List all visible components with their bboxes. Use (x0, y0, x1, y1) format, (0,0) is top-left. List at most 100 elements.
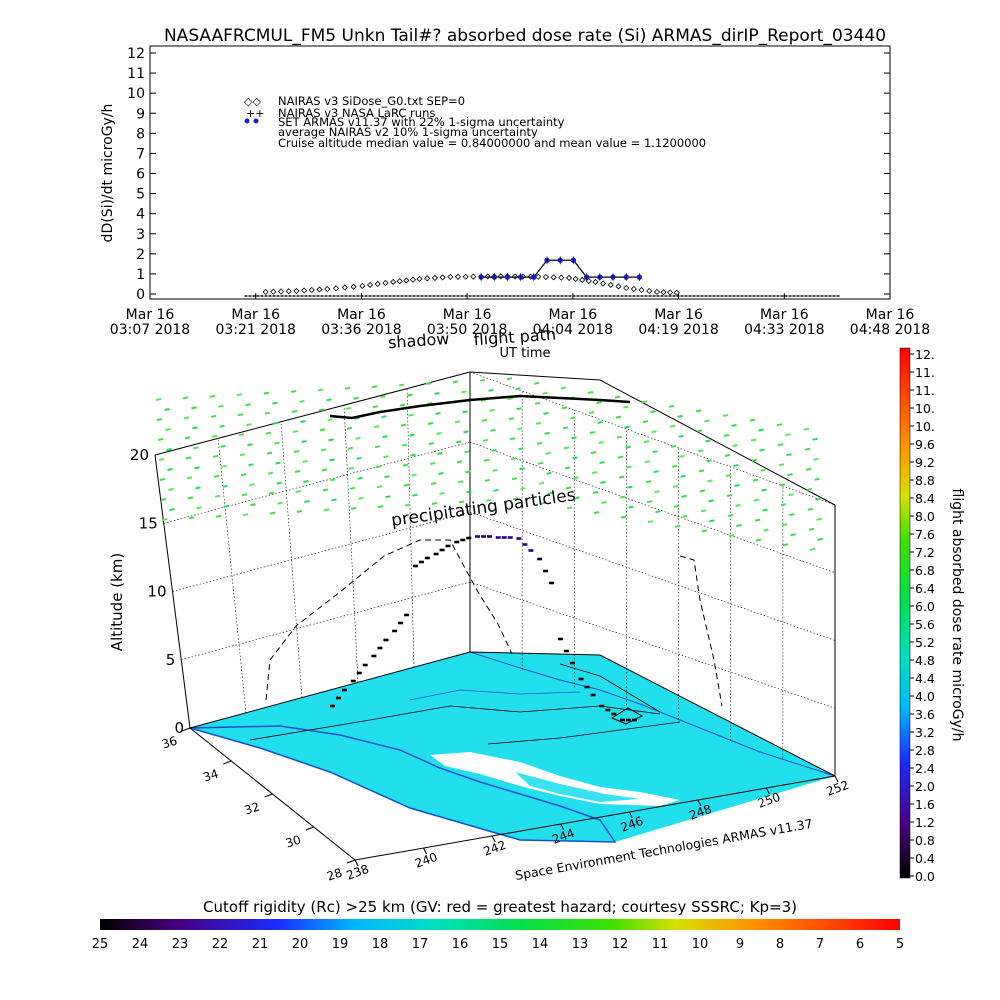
precip-mark (462, 410, 468, 414)
cutoff-tick-label: 9 (736, 937, 744, 952)
precip-mark (787, 473, 793, 477)
precip-mark (222, 484, 228, 488)
precip-mark (479, 378, 486, 382)
dose-tick-label: 2.0 (915, 779, 935, 794)
y-tick-label: 2 (136, 247, 145, 263)
nairas-point (293, 287, 300, 295)
precip-mark (435, 412, 441, 415)
precip-mark (708, 499, 714, 503)
precip-mark (753, 498, 760, 502)
precip-mark (628, 505, 634, 509)
cutoff-tick-label: 25 (92, 937, 109, 952)
precip-mark (654, 490, 660, 494)
coastline-land (515, 772, 640, 802)
nairas-point (646, 287, 653, 295)
dose-tick-label: 8.0 (915, 509, 935, 524)
precip-mark (564, 466, 571, 470)
nairas-point (359, 282, 366, 290)
nairas-point (301, 287, 308, 294)
legend: ◇◇ NAIRAS v3 SiDose_G0.txt SEP=0 ++ NAIR… (244, 94, 706, 150)
nairas-point (607, 281, 614, 289)
precip-mark (696, 429, 703, 433)
precip-mark (518, 447, 524, 451)
cutoff-tick-label: 6 (856, 937, 864, 952)
precip-mark (597, 421, 603, 424)
nairas-point (542, 273, 550, 281)
precip-mark (728, 534, 735, 537)
precip-mark (762, 508, 768, 512)
dose-tick-label: 0.8 (915, 833, 935, 848)
precip-mark (463, 430, 469, 434)
box-edge (469, 371, 601, 381)
flight-path-top (329, 394, 631, 420)
precip-mark (734, 484, 740, 487)
precip-mark (736, 524, 742, 527)
precip-mark (599, 461, 605, 464)
x-tick-label-time: 04:33 2018 (744, 322, 824, 338)
legend-entry-4: Cruise altitude median value = 0.8400000… (278, 136, 706, 150)
precip-mark (213, 474, 220, 478)
x-tick-label-time: 03:07 2018 (110, 322, 190, 338)
precip-mark (215, 514, 222, 518)
precip-mark (409, 433, 415, 437)
precip-mark (508, 417, 515, 421)
precip-mark (699, 489, 706, 493)
precip-mark (651, 430, 657, 434)
cutoff-tick-label: 5 (896, 937, 904, 952)
precip-mark (778, 463, 785, 467)
latitude-tick-label: 30 (284, 833, 303, 851)
legend-symbol-dot (253, 118, 259, 124)
precip-mark (723, 434, 730, 437)
dose-tick-label: 11. (915, 383, 935, 398)
precip-mark (814, 477, 820, 481)
precip-mark (404, 503, 411, 507)
dose-tick-label: 6.0 (915, 599, 935, 614)
precip-mark (250, 503, 256, 507)
precip-mark (430, 482, 437, 485)
precip-mark (727, 514, 734, 517)
altitude-gridline (469, 441, 836, 574)
precip-mark (589, 431, 596, 434)
precip-mark (431, 502, 438, 505)
precip-mark (587, 391, 594, 394)
precip-mark (615, 415, 622, 419)
precip-mark (184, 436, 191, 440)
precip-mark (272, 401, 278, 405)
box-edge (154, 371, 471, 456)
precip-mark (464, 450, 470, 454)
dose-tick-label: 0.4 (915, 851, 935, 866)
nairas-point (366, 281, 374, 289)
precip-mark (618, 475, 625, 479)
precip-mark (543, 411, 549, 415)
precip-mark (755, 538, 762, 542)
cutoff-tick-label: 20 (292, 937, 309, 952)
precip-mark (809, 547, 816, 551)
latitude-tick-mark (223, 760, 232, 765)
precip-mark (245, 403, 251, 407)
precip-mark (403, 483, 410, 487)
dose-colorbar-label: flight absorbed dose rate microGy/h (949, 489, 965, 742)
dose-tick-label: 9.2 (915, 455, 935, 470)
precip-mark (672, 484, 679, 488)
altitude-tick-label: 15 (139, 514, 158, 532)
precip-mark (295, 490, 302, 493)
nairas-point (416, 275, 423, 283)
precip-mark (490, 428, 496, 432)
precip-mark (219, 424, 225, 428)
altitude-tick-labels: 0 5 10 15 20 (130, 446, 184, 737)
nairas-point (341, 284, 348, 291)
precip-mark (191, 406, 197, 410)
nairas-point (454, 273, 462, 280)
longitude-tick-mark (834, 775, 839, 783)
precip-mark (454, 420, 461, 424)
precip-mark (754, 518, 761, 522)
nairas-point (653, 288, 661, 296)
precip-mark (269, 511, 276, 515)
altitude-tick-label: 0 (174, 719, 184, 737)
nairas-point (600, 280, 607, 287)
nairas-point (550, 274, 557, 281)
precip-mark (461, 390, 467, 394)
precip-mark (268, 491, 275, 495)
precip-mark (545, 451, 551, 455)
